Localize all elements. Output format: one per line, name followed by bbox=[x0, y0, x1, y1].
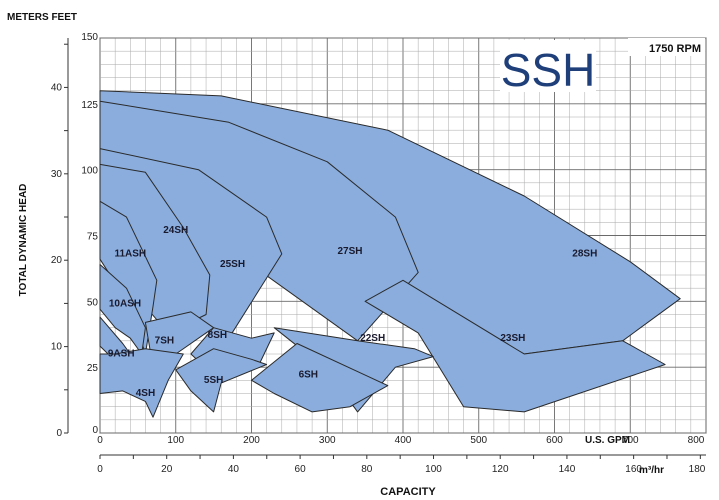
pump-zone-labels: 28SH 27SH 25SH 24SH 11ASH 10ASH 9ASH 7SH 8SH 22SH… bbox=[108, 225, 597, 399]
zone-label-28sh: 28SH bbox=[572, 249, 597, 260]
zone-label-8sh: 8SH bbox=[208, 330, 227, 341]
gpm-tick-label: 700 bbox=[622, 435, 639, 446]
m3-tick-label: 180 bbox=[689, 464, 706, 475]
feet-tick-label: 50 bbox=[87, 297, 99, 308]
m3-tick-label: 160 bbox=[625, 464, 642, 475]
rpm-label: 1750 RPM bbox=[649, 43, 701, 55]
gpm-tick-label: 500 bbox=[470, 435, 487, 446]
gpm-tick-label: 400 bbox=[395, 435, 412, 446]
zone-label-22sh: 22SH bbox=[360, 333, 385, 344]
zone-23sh bbox=[364, 279, 666, 413]
zone-label-24sh: 24SH bbox=[163, 225, 188, 236]
zone-label-5sh: 5SH bbox=[204, 375, 223, 386]
zone-10ash bbox=[99, 264, 146, 355]
zone-label-7sh: 7SH bbox=[155, 335, 174, 346]
zone-4sh bbox=[99, 348, 184, 418]
zone-label-25sh: 25SH bbox=[220, 259, 245, 270]
zone-label-23sh: 23SH bbox=[500, 333, 525, 344]
y-axis-title: TOTAL DYNAMIC HEAD bbox=[18, 184, 29, 297]
m3-tick-label: 80 bbox=[361, 464, 373, 475]
zone-label-27sh: 27SH bbox=[337, 246, 362, 257]
meter-tick-label: 10 bbox=[51, 342, 63, 353]
zone-6sh bbox=[251, 343, 389, 413]
pump-zones bbox=[99, 90, 681, 418]
m3-tick-label: 0 bbox=[97, 464, 103, 475]
feet-tick-label: 25 bbox=[87, 363, 99, 374]
feet-tick-label: 150 bbox=[81, 32, 98, 43]
zone-label-6sh: 6SH bbox=[299, 370, 318, 381]
meter-tick-label: 30 bbox=[51, 169, 63, 180]
zone-label-9ash: 9ASH bbox=[108, 349, 135, 360]
gpm-tick-label: 800 bbox=[688, 435, 705, 446]
m3-tick-label: 140 bbox=[559, 464, 576, 475]
m3-unit-label: m³/hr bbox=[639, 465, 664, 476]
gpm-tick-label: 0 bbox=[97, 435, 103, 446]
gpm-tick-label: 300 bbox=[319, 435, 336, 446]
gpm-tick-label: 600 bbox=[546, 435, 563, 446]
feet-tick-label: 100 bbox=[81, 166, 98, 177]
gpm-unit-label: U.S. GPM bbox=[585, 435, 630, 446]
rpm-box bbox=[628, 38, 705, 56]
m3-tick-label: 60 bbox=[295, 464, 307, 475]
meter-tick-label: 0 bbox=[56, 428, 62, 439]
gpm-tick-label: 200 bbox=[243, 435, 260, 446]
x-axis-title: CAPACITY bbox=[380, 486, 436, 498]
feet-tick-label: 75 bbox=[87, 232, 99, 243]
zone-label-11ash: 11ASH bbox=[114, 249, 146, 260]
m3-tick-label: 100 bbox=[425, 464, 442, 475]
series-title-box bbox=[500, 40, 596, 92]
meters-feet-label: METERS FEET bbox=[7, 12, 77, 23]
zone-5sh bbox=[175, 348, 268, 413]
m3-tick-label: 40 bbox=[228, 464, 240, 475]
series-title: SSH bbox=[501, 44, 596, 96]
meter-tick-label: 40 bbox=[51, 82, 63, 93]
meter-tick-label: 20 bbox=[51, 255, 63, 266]
zone-label-10ash: 10ASH bbox=[109, 299, 141, 310]
gpm-tick-label: 100 bbox=[167, 435, 184, 446]
m3-tick-label: 20 bbox=[161, 464, 173, 475]
zone-label-4sh: 4SH bbox=[136, 388, 155, 399]
m3-tick-label: 120 bbox=[492, 464, 509, 475]
feet-tick-label: 0 bbox=[92, 425, 98, 436]
feet-tick-label: 125 bbox=[81, 100, 98, 111]
